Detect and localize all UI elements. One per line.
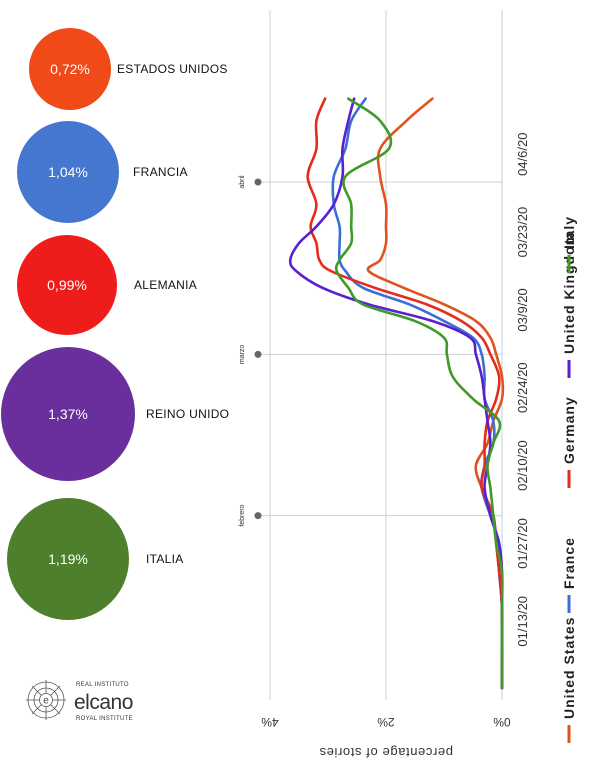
date-tick-label: 04/6/20 [515,133,530,176]
bubble-value: 1,37% [48,406,88,422]
bubble-label-francia: FRANCIA [133,165,188,179]
series-line-france [331,97,504,690]
month-marker-dot [254,512,262,520]
series-line-germany [306,97,504,690]
bubble-alemania: 0,99% [17,235,117,335]
date-tick-label: 02/24/20 [515,362,530,413]
bubble-value: 0,99% [47,277,87,293]
month-marker-dot [254,350,262,358]
bubble-estados-unidos: 0,72% [29,28,111,110]
legend-label: United Kingdom [561,232,577,354]
date-tick-label: 03/9/20 [515,288,530,331]
month-marker-dot [254,178,262,186]
value-tick-label: 4% [261,715,279,729]
month-marker-label: abril [239,175,246,189]
bubble-label-estados-unidos: ESTADOS UNIDOS [117,62,228,76]
bubble-value: 0,72% [50,61,90,77]
svg-text:e: e [43,696,49,707]
logo-line-3: ROYAL INSTITUTE [76,716,133,722]
bubble-label-italia: ITALIA [146,552,184,566]
legend-label: Italy [561,216,577,249]
bubble-value: 1,04% [48,164,88,180]
legend-label: Germany [561,396,577,464]
legend-label: United States [561,617,577,719]
series-line-united-kingdom [288,97,504,690]
bubble-value: 1,19% [48,551,88,567]
month-marker-label: marzo [239,345,246,365]
value-tick-label: 2% [377,715,395,729]
legend-label: France [561,537,577,589]
date-tick-label: 01/27/20 [515,518,530,569]
month-marker-label: febrero [239,504,246,526]
logo-line-1: REAL INSTITUTO [76,682,129,688]
bubble-reino-unido: 1,37% [1,347,135,481]
elcano-logo: e REAL INSTITUTO elcano ROYAL INSTITUTE [24,678,164,728]
bubble-italia: 1,19% [7,498,129,620]
value-axis-title: percentage of stories [319,745,453,760]
globe-logo-icon: e [26,680,66,720]
series-line-italy [334,97,504,690]
value-tick-label: 0% [493,715,511,729]
date-tick-label: 02/10/20 [515,440,530,491]
bubble-label-alemania: ALEMANIA [134,278,198,292]
bubble-label-reino-unido: REINO UNIDO [146,407,230,421]
bubble-francia: 1,04% [17,121,119,223]
date-tick-label: 03/23/20 [515,207,530,258]
date-tick-label: 01/13/20 [515,596,530,647]
logo-name: elcano [74,691,133,714]
